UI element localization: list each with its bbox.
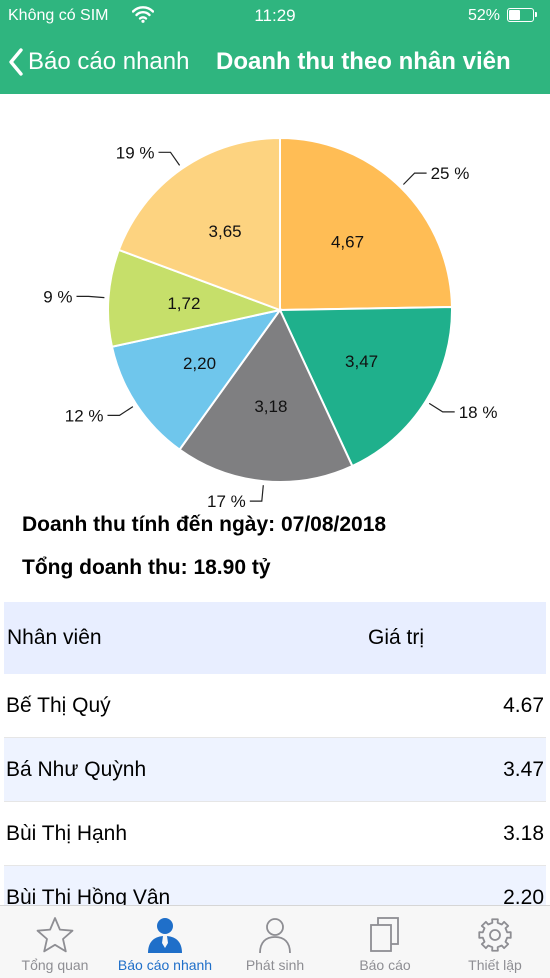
pie-slice[interactable] xyxy=(117,136,281,312)
employee-name: Bùi Thị Hạnh xyxy=(6,822,128,845)
employee-revenue-table: Nhân viên Giá trị Bế Thị Quý 4.67 Bá Như… xyxy=(4,602,546,930)
table-row[interactable]: Bùi Thị Hạnh 3.18 xyxy=(4,802,546,866)
pie-slice[interactable] xyxy=(110,308,283,452)
leader-line xyxy=(107,406,134,416)
wifi-icon xyxy=(131,5,155,28)
revenue-date-line: Doanh thu tính đến ngày: 07/08/2018 xyxy=(22,513,387,536)
tab-label: Báo cáo xyxy=(359,957,411,973)
pie-slice[interactable] xyxy=(278,305,453,468)
tab-bar: Tổng quan Báo cáo nhanh Phát sinh B xyxy=(0,905,550,978)
table-row[interactable]: Bá Như Quỳnh 3.47 xyxy=(4,738,546,802)
leader-line xyxy=(249,485,264,502)
copy-documents-icon xyxy=(365,915,405,960)
status-bar: Không có SIM 11:29 52% xyxy=(0,0,550,32)
tab-quick-report[interactable]: Báo cáo nhanh xyxy=(110,906,220,978)
revenue-value: 3.18 xyxy=(503,822,544,845)
slice-value-label: 3,47 xyxy=(345,352,378,371)
slice-percent-label: 18 % xyxy=(459,403,498,422)
tab-settings[interactable]: Thiết lập xyxy=(440,906,550,978)
gear-icon xyxy=(475,915,515,960)
leader-line xyxy=(158,151,181,166)
slice-value-label: 3,65 xyxy=(209,222,242,241)
slice-percent-label: 19 % xyxy=(116,143,155,162)
nav-bar: Báo cáo nhanh Doanh thu theo nhân viên xyxy=(0,32,550,94)
slice-value-label: 2,20 xyxy=(183,354,216,373)
user-tie-icon xyxy=(145,915,185,960)
leader-line xyxy=(76,295,105,299)
table-row[interactable]: Bế Thị Quý 4.67 xyxy=(4,674,546,738)
revenue-value: 3.47 xyxy=(503,758,544,781)
employee-name: Bùi Thị Hồng Vân xyxy=(6,886,171,909)
slice-percent-label: 17 % xyxy=(207,492,246,510)
battery-percent: 52% xyxy=(467,7,500,24)
slice-value-label: 1,72 xyxy=(167,294,200,313)
pie-slice[interactable] xyxy=(279,136,453,312)
leader-line xyxy=(402,172,427,185)
carrier-label: Không có SIM xyxy=(8,7,109,24)
pie-slice[interactable] xyxy=(178,308,354,484)
star-icon xyxy=(35,915,75,960)
tab-overview[interactable]: Tổng quan xyxy=(0,906,110,978)
slice-value-label: 3,18 xyxy=(254,397,287,416)
tab-arising[interactable]: Phát sinh xyxy=(220,906,330,978)
status-time: 11:29 xyxy=(254,6,296,25)
revenue-pie-chart: 4,67 25 % 3,47 18 % 3,18 17 % 2,20 12 % 1,72 9 % 3… xyxy=(0,94,550,510)
revenue-value: 4.67 xyxy=(503,694,544,717)
employee-name: Bế Thị Quý xyxy=(6,694,111,717)
pie-slice[interactable] xyxy=(107,248,284,348)
slice-value-label: 4,67 xyxy=(331,232,364,251)
employee-name: Bá Như Quỳnh xyxy=(6,758,147,781)
person-icon xyxy=(255,915,295,960)
total-revenue-line: Tổng doanh thu: 18.90 tỷ xyxy=(22,556,271,579)
back-button[interactable]: Báo cáo nhanh xyxy=(8,44,189,80)
battery-icon xyxy=(507,8,537,22)
chevron-left-icon xyxy=(8,48,24,76)
tab-label: Báo cáo nhanh xyxy=(117,957,213,973)
slice-percent-label: 9 % xyxy=(43,287,72,306)
tab-label: Tổng quan xyxy=(21,957,89,973)
tab-label: Phát sinh xyxy=(245,957,305,973)
slice-percent-label: 12 % xyxy=(65,406,104,425)
page-title: Doanh thu theo nhân viên xyxy=(216,48,511,75)
leader-line xyxy=(428,402,455,413)
pie-chart-svg: 4,67 25 % 3,47 18 % 3,18 17 % 2,20 12 % 1,72 9 % 3… xyxy=(43,136,498,510)
table-header: Nhân viên Giá trị xyxy=(4,602,546,674)
column-header-value: Giá trị xyxy=(368,626,425,649)
tab-label: Thiết lập xyxy=(468,957,522,973)
revenue-value: 2.20 xyxy=(503,886,544,909)
column-header-employee: Nhân viên xyxy=(7,626,102,649)
slice-percent-label: 25 % xyxy=(431,164,470,183)
tab-reports[interactable]: Báo cáo xyxy=(330,906,440,978)
back-label: Báo cáo nhanh xyxy=(28,48,190,75)
